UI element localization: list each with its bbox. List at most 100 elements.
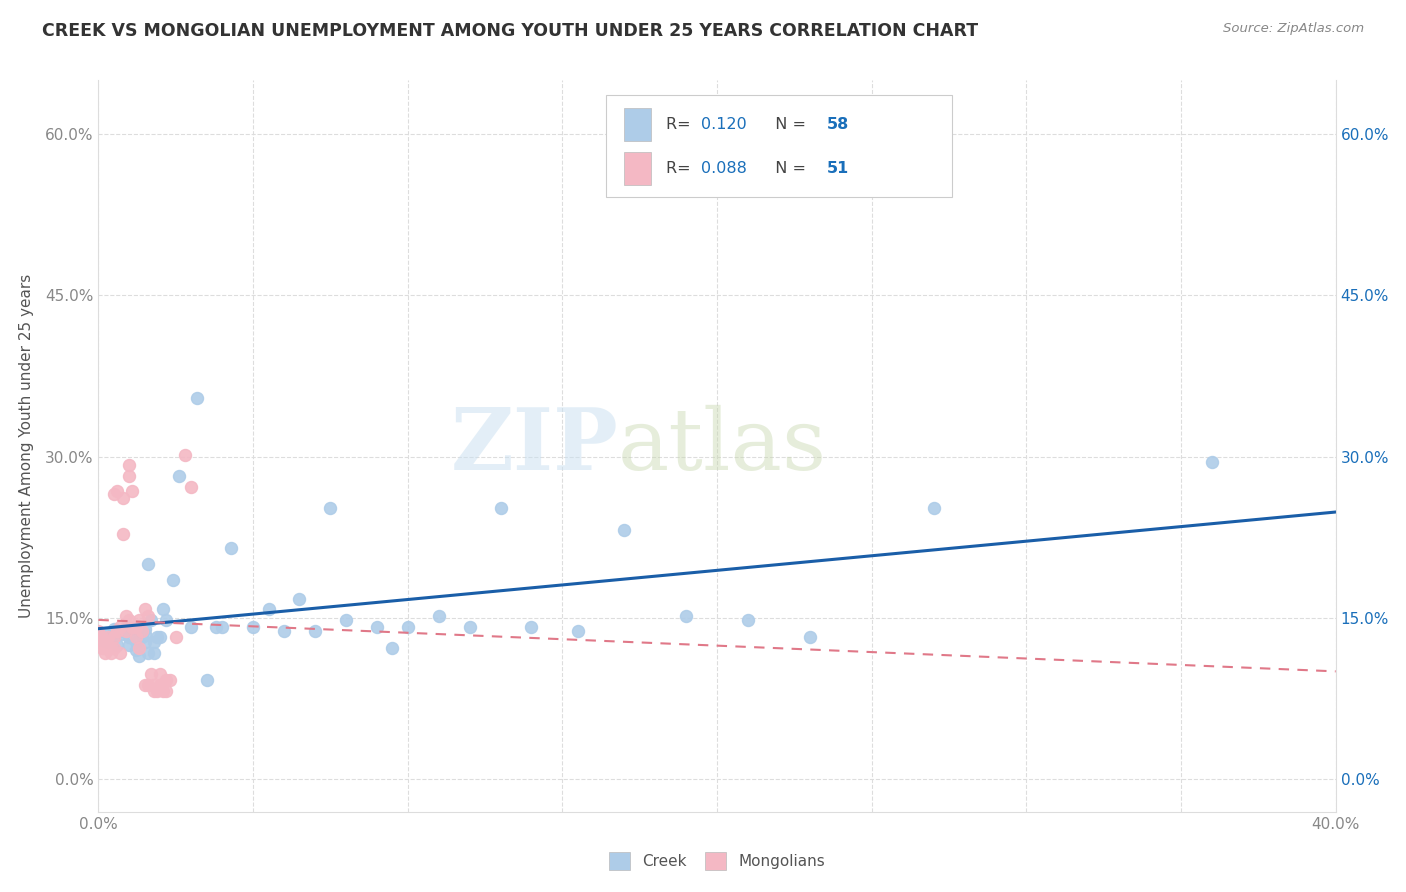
Point [152, 684, 174, 698]
Point [100, 646, 122, 660]
Point [131, 631, 153, 645]
Text: ZIP: ZIP [450, 404, 619, 488]
Point [105, 638, 128, 652]
Text: N =: N = [765, 161, 811, 176]
Point [90, 634, 112, 648]
Point [520, 620, 543, 634]
Point [115, 624, 138, 638]
Point [922, 501, 945, 516]
Point [121, 620, 143, 634]
Point [128, 622, 150, 636]
Point [427, 609, 450, 624]
Point [131, 624, 153, 638]
Point [105, 484, 128, 499]
Point [108, 620, 131, 634]
Point [97, 634, 120, 648]
Point [112, 627, 135, 641]
Point [146, 631, 169, 645]
Point [396, 620, 419, 634]
Point [489, 501, 512, 516]
Point [143, 678, 166, 692]
Text: Source: ZipAtlas.com: Source: ZipAtlas.com [1223, 22, 1364, 36]
Point [257, 602, 280, 616]
Point [381, 641, 404, 656]
Point [613, 523, 636, 537]
Point [136, 678, 159, 692]
Point [134, 602, 156, 616]
Point [105, 624, 128, 638]
Point [155, 684, 177, 698]
Point [121, 622, 143, 636]
Point [143, 684, 166, 698]
Point [128, 641, 150, 656]
Point [115, 609, 138, 624]
Point [458, 620, 481, 634]
Point [319, 501, 342, 516]
Point [118, 613, 141, 627]
Point [103, 622, 125, 636]
Point [90, 641, 112, 656]
Point [180, 480, 202, 494]
Point [205, 620, 228, 634]
Point [159, 673, 181, 688]
Point [149, 678, 172, 692]
Point [103, 631, 125, 645]
Point [108, 624, 131, 638]
Point [118, 638, 141, 652]
Text: N =: N = [765, 117, 811, 132]
Point [139, 667, 162, 681]
FancyBboxPatch shape [606, 95, 952, 197]
Point [124, 620, 146, 634]
Point [87, 624, 110, 638]
Point [242, 620, 264, 634]
Point [143, 634, 166, 648]
Point [118, 631, 141, 645]
Point [155, 613, 177, 627]
Point [186, 391, 208, 405]
Point [335, 613, 357, 627]
Point [121, 484, 143, 499]
Point [97, 631, 120, 645]
Point [366, 620, 388, 634]
Text: 58: 58 [827, 117, 849, 132]
Point [221, 541, 243, 556]
Text: atlas: atlas [619, 404, 827, 488]
Point [737, 613, 759, 627]
Point [97, 641, 120, 656]
Point [128, 648, 150, 663]
Point [100, 641, 122, 656]
Point [124, 631, 146, 645]
Point [149, 631, 172, 645]
Point [90, 632, 112, 647]
Point [118, 469, 141, 483]
Point [152, 602, 174, 616]
Point [100, 631, 122, 645]
Point [128, 613, 150, 627]
Point [124, 634, 146, 648]
Point [93, 646, 115, 660]
FancyBboxPatch shape [624, 108, 651, 141]
Point [112, 527, 135, 541]
Point [155, 673, 177, 688]
Text: R=: R= [666, 117, 696, 132]
Point [90, 631, 112, 645]
Point [103, 641, 125, 656]
Text: 0.088: 0.088 [702, 161, 747, 176]
Point [162, 574, 184, 588]
Point [118, 458, 141, 473]
Point [165, 631, 187, 645]
Point [136, 558, 159, 572]
Point [108, 646, 131, 660]
Point [136, 646, 159, 660]
Point [180, 620, 202, 634]
Point [87, 631, 110, 645]
Point [134, 678, 156, 692]
Text: 51: 51 [827, 161, 849, 176]
Point [174, 448, 197, 462]
Point [103, 487, 125, 501]
Point [799, 631, 821, 645]
Legend: Creek, Mongolians: Creek, Mongolians [600, 845, 834, 877]
Point [134, 627, 156, 641]
Point [195, 673, 218, 688]
Point [87, 634, 110, 648]
